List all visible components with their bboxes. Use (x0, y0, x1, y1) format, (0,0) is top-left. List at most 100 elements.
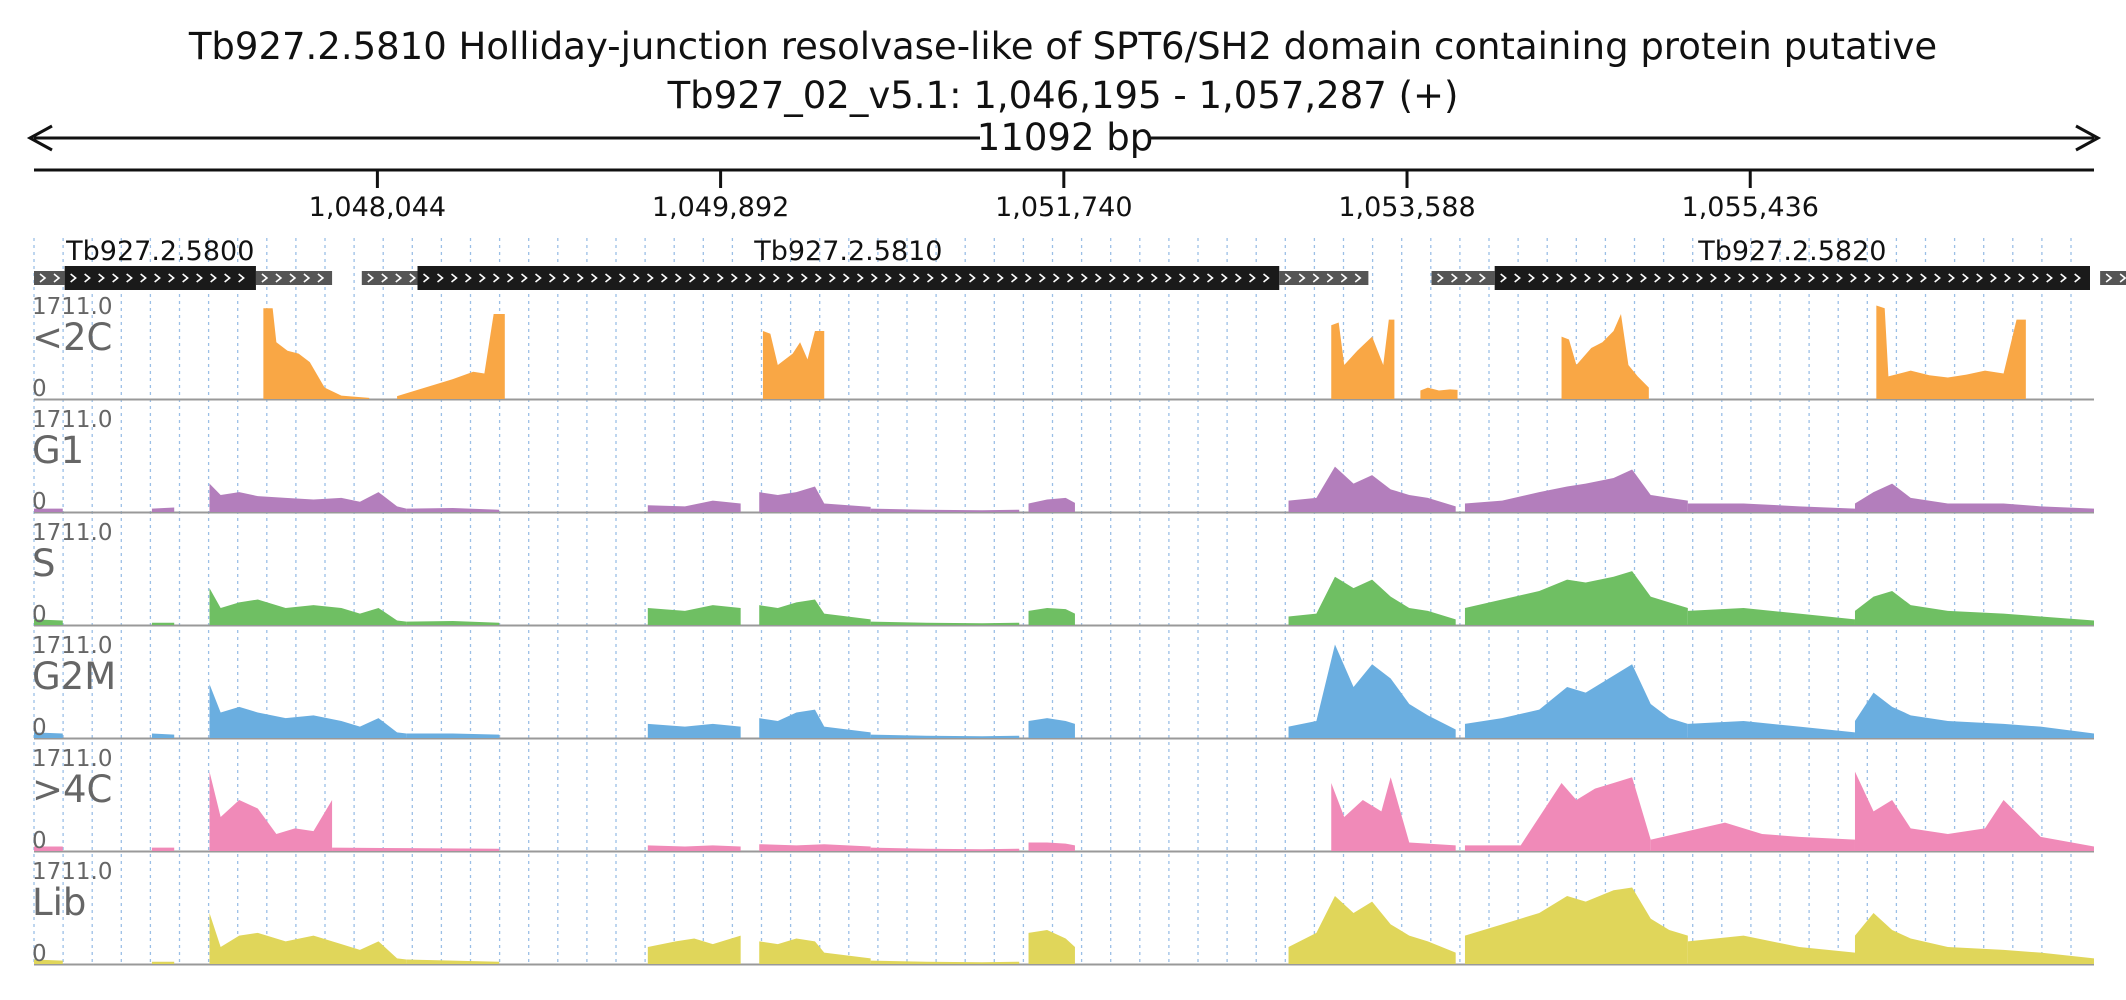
strand-chevron (465, 273, 472, 283)
coverage-block-11 (1854, 912, 2094, 964)
coverage-block-10 (1650, 822, 1855, 851)
coverage-block-9 (1464, 887, 1688, 964)
coverage-block-1 (151, 733, 175, 738)
strand-chevron (1710, 273, 1717, 283)
coverage-block-5 (759, 486, 871, 512)
strand-chevron (2046, 273, 2053, 283)
track-1: 1711.0G1 0 (32, 407, 2094, 515)
coverage-block-7 (1028, 497, 1075, 512)
coverage-block-6 (870, 621, 1020, 625)
span-arrow-left-head (26, 124, 53, 152)
strand-chevron (1990, 273, 1997, 283)
gene-label: Tb927.2.5800 (65, 236, 254, 267)
strand-chevron (1542, 273, 1549, 283)
strand-chevron (2119, 273, 2126, 283)
strand-chevron (112, 273, 119, 283)
strand-chevron (1437, 273, 1444, 283)
strand-chevron (843, 273, 850, 283)
strand-chevron (381, 273, 389, 283)
strand-chevron (409, 273, 417, 283)
strand-chevron (1850, 273, 1857, 283)
gene-model-0: Tb927.2.5800 (34, 236, 333, 290)
gene-label: Tb927.2.5810 (753, 236, 942, 267)
ruler-tick-label: 1,049,892 (652, 192, 789, 223)
gene-utr3 (2100, 271, 2126, 285)
track-ymax-label: 1711.0 (32, 520, 112, 546)
strand-chevron (1766, 273, 1773, 283)
gene-label: Tb927.2.5820 (1697, 236, 1886, 267)
strand-chevron (1780, 273, 1787, 283)
strand-chevron (1948, 273, 1955, 283)
coverage-block-1 (151, 961, 175, 964)
span-label: 11092 bp (977, 116, 1153, 159)
strand-chevron (1298, 273, 1306, 283)
coverage-block-4 (1420, 387, 1458, 399)
coverage-block-5 (759, 938, 871, 964)
coverage-block-8 (1288, 466, 1456, 512)
strand-chevron (605, 273, 612, 283)
track-ymin-label: 0 (32, 376, 47, 402)
coverage-block-9 (1464, 571, 1688, 625)
coverage-block-5 (1561, 313, 1649, 399)
coverage-block-9 (1464, 777, 1651, 851)
strand-chevron (745, 273, 752, 283)
coverage-block-7 (1028, 842, 1075, 851)
coverage-block-1 (397, 313, 505, 399)
track-4: 1711.0>4C 0 (32, 746, 2094, 854)
coverage-block-3 (1331, 319, 1395, 399)
strand-chevron (1284, 273, 1292, 283)
strand-chevron (140, 273, 147, 283)
track-ymax-label: 1711.0 (32, 294, 112, 320)
strand-chevron (1479, 273, 1486, 283)
strand-chevron (1312, 273, 1320, 283)
strand-chevron (857, 273, 864, 283)
strand-chevron (2018, 273, 2025, 283)
gridlines (33, 238, 2072, 965)
coverage-block-7 (1028, 929, 1075, 964)
coverage-block-3 (406, 508, 500, 512)
strand-chevron (1920, 273, 1927, 283)
strand-chevron (689, 273, 696, 283)
track-2: 1711.0S 0 (32, 520, 2094, 628)
strand-chevron (493, 273, 500, 283)
track-ymax-label: 1711.0 (32, 859, 112, 885)
coverage-block-10 (1687, 720, 1855, 738)
coverage-block-3 (406, 621, 500, 625)
gene-model-1: Tb927.2.5810 (361, 236, 1369, 290)
strand-chevron (367, 273, 375, 283)
strand-chevron (1682, 273, 1689, 283)
figure-title: Tb927.2.5810 Holliday-junction resolvase… (188, 25, 1937, 68)
strand-chevron (885, 273, 892, 283)
strand-chevron (815, 273, 822, 283)
strand-chevron (1193, 273, 1200, 283)
coverage-block-10 (1687, 503, 1855, 512)
coverage-block-4 (647, 500, 741, 512)
strand-chevron (98, 273, 105, 283)
strand-chevron (1878, 273, 1885, 283)
strand-chevron (84, 273, 91, 283)
strand-chevron (1976, 273, 1983, 283)
strand-chevron (1556, 273, 1563, 283)
strand-chevron (913, 273, 920, 283)
strand-chevron (521, 273, 528, 283)
strand-chevron (70, 273, 77, 283)
coverage-block-5 (759, 599, 871, 625)
coverage-block-11 (1854, 483, 2094, 512)
coverage-block-9 (1464, 469, 1688, 512)
span-indicator: 11092 bp (26, 116, 2102, 159)
strand-chevron (1249, 273, 1256, 283)
strand-chevron (1451, 273, 1458, 283)
strand-chevron (1067, 273, 1074, 283)
strand-chevron (154, 273, 161, 283)
coverage-block-7 (1028, 718, 1075, 738)
strand-chevron (2032, 273, 2039, 283)
coverage-block-0 (34, 732, 63, 738)
strand-chevron (1221, 273, 1228, 283)
coverage-block-2 (209, 483, 407, 512)
track-ymin-label: 0 (32, 602, 47, 628)
coverage-block-0 (34, 619, 63, 625)
strand-chevron (1354, 273, 1362, 283)
strand-chevron (1095, 273, 1102, 283)
strand-chevron (261, 273, 269, 283)
